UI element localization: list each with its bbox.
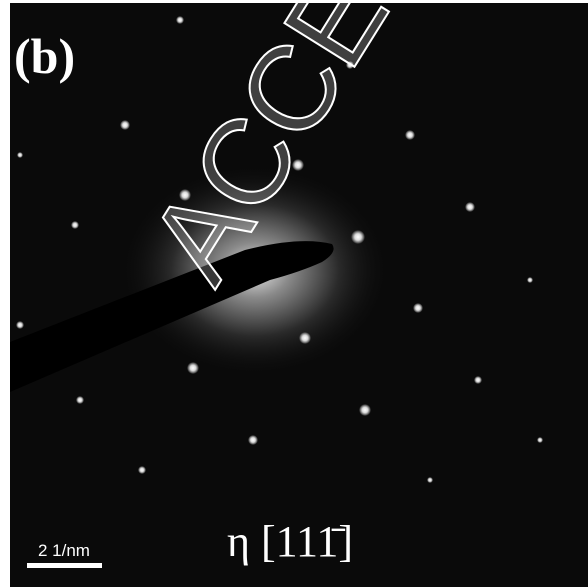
diffraction-spot: [413, 303, 423, 313]
diffraction-spot: [248, 435, 258, 445]
diffraction-spot: [187, 362, 199, 374]
diffraction-spot: [359, 404, 371, 416]
diffraction-spot: [176, 16, 184, 24]
diffraction-spot: [351, 230, 365, 244]
scale-bar-label: 2 1/nm: [38, 541, 90, 560]
panel-label: (b): [14, 28, 75, 84]
diffraction-spot: [527, 277, 533, 283]
diffraction-spot: [537, 437, 543, 443]
zone-axis-label: η [111̄]: [227, 517, 353, 566]
diffraction-spot: [120, 120, 130, 130]
diffraction-spot: [299, 332, 311, 344]
diffraction-spot: [465, 202, 475, 212]
diffraction-spot: [405, 130, 415, 140]
diffraction-spot: [17, 152, 23, 158]
diffraction-spot: [16, 321, 24, 329]
diffraction-spot: [427, 477, 433, 483]
scale-bar: [27, 563, 102, 568]
diffraction-spot: [71, 221, 79, 229]
diffraction-spot: [474, 376, 482, 384]
figure: ACCE (b) 2 1/nm η [111̄]: [0, 0, 588, 587]
diffraction-spot: [76, 396, 84, 404]
diffraction-spot: [138, 466, 146, 474]
